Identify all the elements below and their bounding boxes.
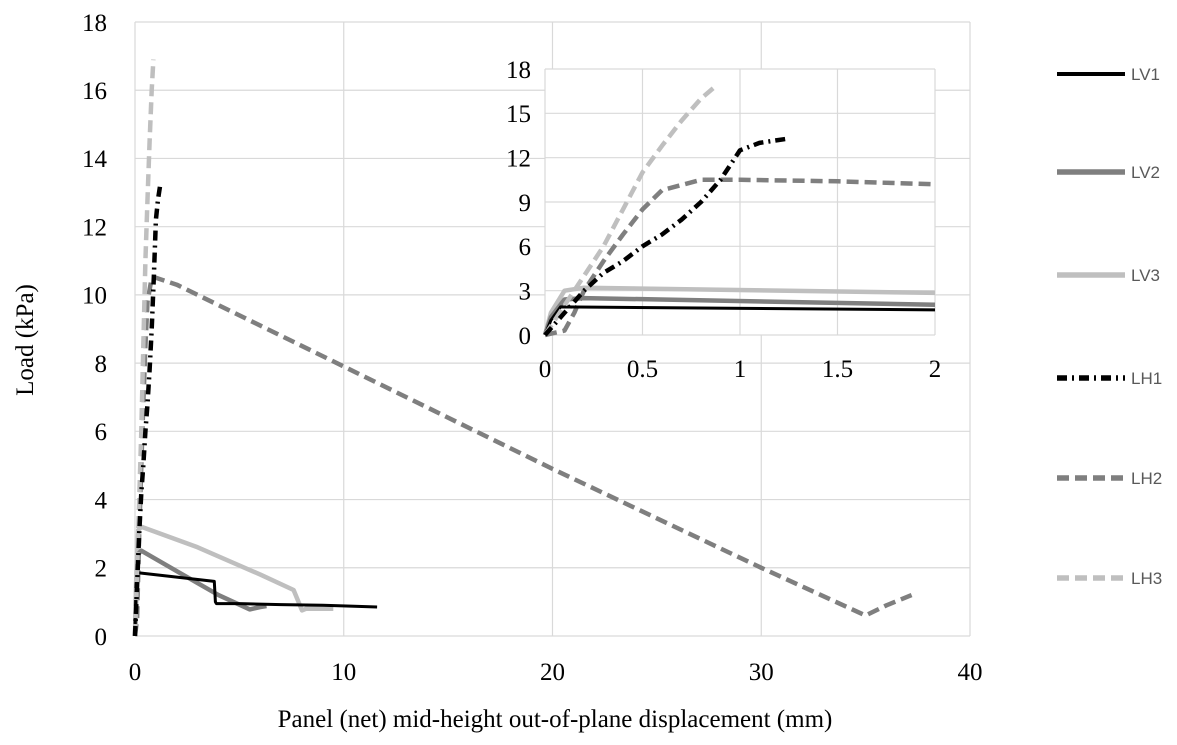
legend-label-lh1: LH1	[1131, 369, 1162, 388]
legend-label-lv3: LV3	[1131, 266, 1160, 285]
series-line-lh1	[543, 136, 790, 337]
x-tick-label: 40	[958, 659, 983, 686]
y-tick-label: 18	[82, 10, 107, 37]
x-tick-label: 0	[129, 659, 142, 686]
y-tick-label: 9	[519, 190, 532, 217]
y-tick-label: 6	[519, 234, 532, 261]
x-tick-label: 0	[539, 356, 552, 383]
x-axis-label: Panel (net) mid-height out-of-plane disp…	[278, 706, 833, 733]
x-tick-label: 10	[331, 659, 356, 686]
series-line-lv2	[132, 548, 267, 637]
legend-label-lh2: LH2	[1131, 469, 1162, 488]
x-tick-label: 0.5	[627, 356, 658, 383]
inset-gridlines	[544, 68, 936, 336]
x-tick-label: 1.5	[822, 356, 853, 383]
inset-tick-labels: 0 3 6 9 12 15 18 0 0.5 1 1.5 2	[506, 57, 941, 383]
series-line-lh1	[132, 181, 164, 637]
legend: LV1 LV2 LV3 LH1 LH2 LH3	[1057, 65, 1162, 588]
legend-label-lv1: LV1	[1131, 65, 1160, 84]
y-tick-label: 16	[82, 78, 107, 105]
y-tick-label: 14	[82, 146, 108, 173]
y-tick-label: 3	[519, 278, 532, 305]
series-line-lh2	[544, 177, 936, 338]
x-tick-label: 2	[929, 356, 942, 383]
main-series-lines	[132, 59, 913, 637]
y-tick-label: 18	[506, 57, 531, 84]
series-line-lv3	[132, 524, 334, 637]
y-tick-label: 2	[95, 556, 108, 583]
y-tick-label: 12	[506, 145, 531, 172]
x-tick-label: 20	[540, 659, 565, 686]
series-line-lv1	[133, 571, 378, 637]
x-tick-label: 30	[749, 659, 774, 686]
y-tick-label: 12	[82, 214, 107, 241]
y-tick-label: 0	[519, 323, 532, 350]
x-tick-label: 1	[734, 356, 747, 383]
inset-chart: 0 3 6 9 12 15 18 0 0.5 1 1.5 2	[506, 57, 941, 383]
y-tick-label: 15	[506, 101, 531, 128]
inset-series-lines	[542, 83, 936, 338]
series-line-lh3	[132, 59, 156, 637]
y-tick-label: 4	[95, 487, 108, 514]
y-tick-label: 6	[95, 419, 108, 446]
y-tick-label: 10	[82, 283, 107, 310]
series-line-lh3	[543, 83, 719, 337]
y-tick-label: 8	[95, 351, 108, 378]
y-tick-label: 0	[95, 624, 108, 651]
y-axis-label: Load (kPa)	[12, 284, 39, 396]
legend-label-lv2: LV2	[1131, 163, 1160, 182]
legend-label-lh3: LH3	[1131, 569, 1162, 588]
